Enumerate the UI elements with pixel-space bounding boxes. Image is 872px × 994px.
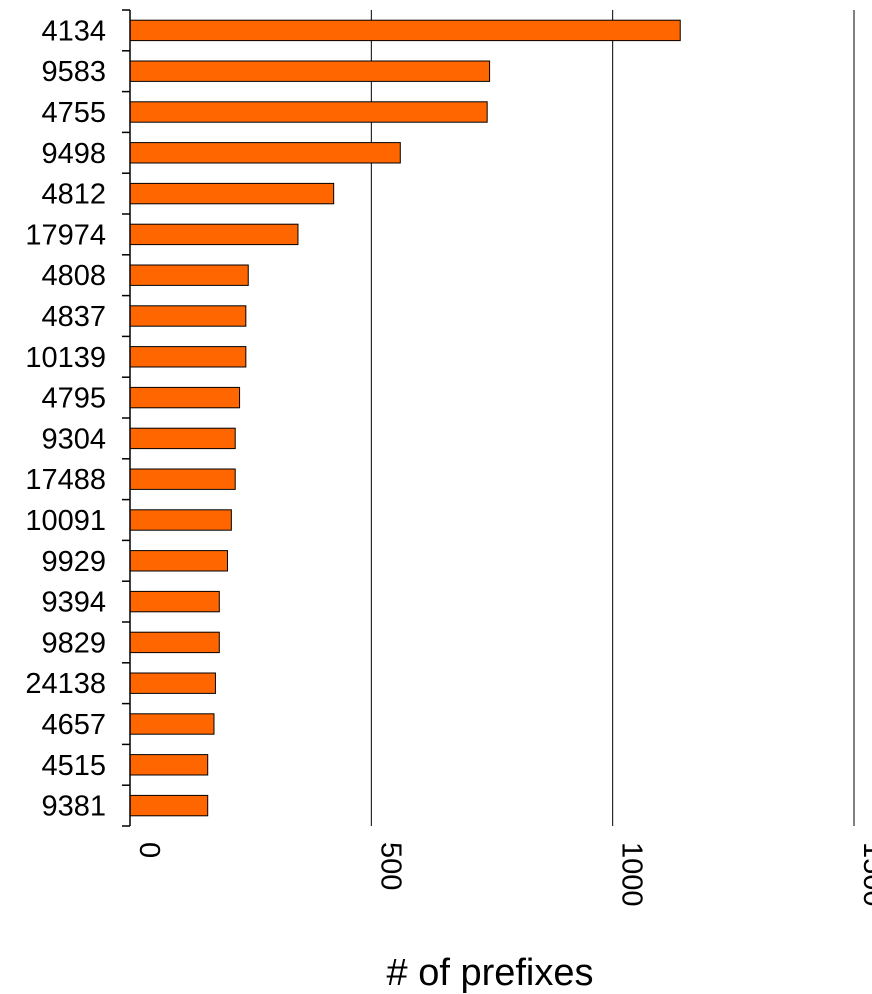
bar — [129, 794, 209, 817]
category-label: 24138 — [25, 668, 106, 700]
category-label: 4755 — [41, 97, 106, 129]
category-label: 9498 — [41, 138, 106, 170]
bar — [129, 223, 299, 246]
category-label: 9394 — [41, 587, 106, 619]
category-label: 4657 — [41, 709, 106, 741]
x-tick-label: 1500 — [857, 842, 872, 907]
category-label: 9304 — [41, 423, 106, 455]
bars — [129, 19, 681, 817]
bar — [129, 713, 215, 735]
bar — [129, 427, 236, 450]
bar — [129, 631, 220, 654]
x-axis-title: # of prefixes — [387, 952, 594, 994]
category-label: 4134 — [41, 15, 106, 47]
category-labels: 4134 9583 4755 9498 4812 17974 4808 4837 10139 47… — [25, 15, 106, 822]
x-tick-label: 1000 — [616, 842, 648, 907]
category-label: 9829 — [41, 627, 106, 659]
category-label: 9929 — [41, 546, 106, 578]
bar — [129, 754, 209, 776]
category-label: 4808 — [41, 260, 106, 292]
bar — [129, 19, 681, 42]
bar — [129, 264, 249, 286]
category-label: 4515 — [41, 750, 106, 782]
bar — [129, 346, 247, 368]
category-label: 17488 — [25, 464, 106, 496]
bar — [129, 182, 335, 205]
bar — [129, 468, 236, 490]
bar — [129, 672, 216, 694]
gridlines — [370, 10, 855, 826]
x-tick-labels: 0 500 1000 1500 — [133, 842, 872, 907]
category-label: 10091 — [25, 505, 106, 537]
category-label: 10139 — [25, 342, 106, 374]
category-label: 4795 — [41, 383, 106, 415]
category-label: 4837 — [41, 301, 106, 333]
bar — [129, 101, 488, 123]
bar — [129, 550, 228, 572]
bar — [129, 386, 241, 409]
category-label: 9583 — [41, 56, 106, 88]
bar — [129, 305, 247, 327]
category-label: 4812 — [41, 179, 106, 211]
x-tick-label: 0 — [133, 842, 165, 858]
bar — [129, 590, 220, 613]
bar — [129, 509, 232, 531]
y-axis-ticks — [122, 9, 130, 827]
category-label: 9381 — [41, 791, 106, 823]
x-tick-label: 500 — [374, 842, 406, 890]
bar — [129, 60, 491, 82]
bar — [129, 142, 401, 164]
category-label: 17974 — [25, 219, 106, 251]
